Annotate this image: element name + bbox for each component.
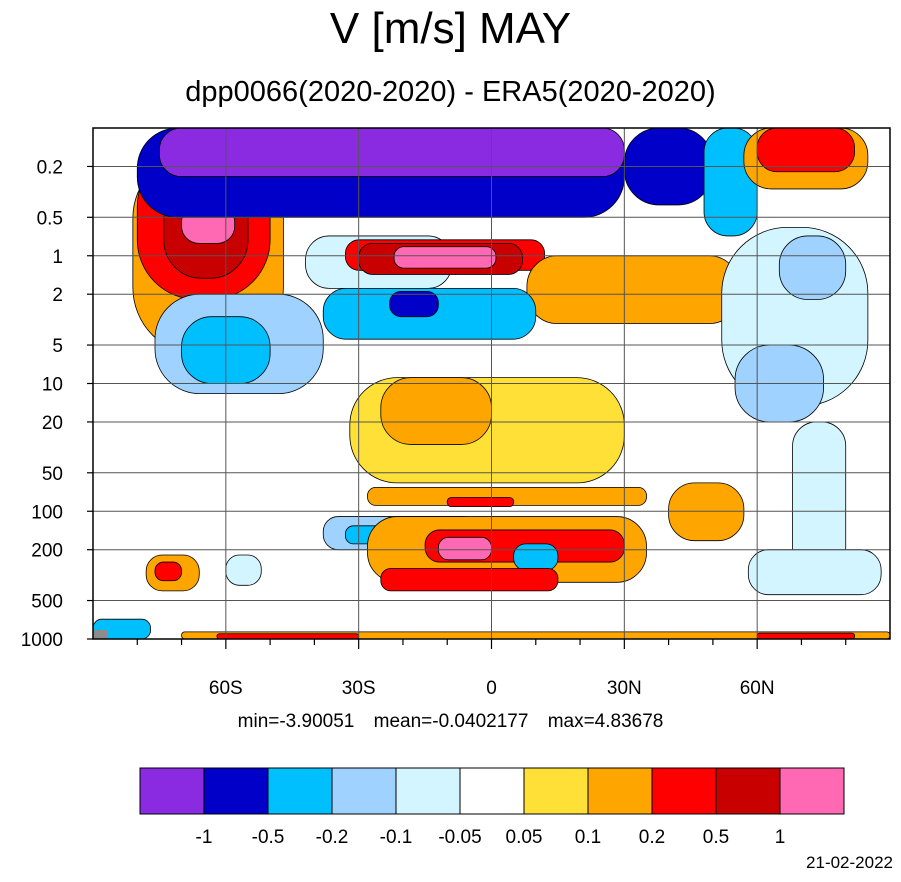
y-tick-label: 1000 bbox=[21, 630, 63, 651]
contour-region bbox=[393, 246, 497, 269]
color-legend: -1 -0.5 -0.2 -0.1 -0.05 0.05 0.1 0.2 0.5 1 bbox=[139, 767, 845, 848]
contour-region bbox=[159, 128, 625, 177]
contour-region bbox=[380, 567, 559, 592]
legend-tick-label: 1 bbox=[775, 827, 786, 848]
y-tick-label: 20 bbox=[42, 413, 63, 434]
legend-tick-label: 0.5 bbox=[703, 827, 729, 848]
legend-swatch bbox=[203, 767, 269, 815]
legend-swatch bbox=[331, 767, 397, 815]
legend-tick-label: 0.1 bbox=[575, 827, 601, 848]
legend-tick-label: -0.05 bbox=[438, 827, 481, 848]
legend-tick-label: -0.1 bbox=[380, 827, 413, 848]
grid-layer bbox=[93, 128, 890, 640]
legend-swatch bbox=[651, 767, 717, 815]
x-tick-label: 0 bbox=[486, 678, 497, 699]
y-tick-label: 1 bbox=[52, 247, 63, 268]
plot-date: 21-02-2022 bbox=[806, 853, 893, 872]
x-tick-label: 60N bbox=[740, 678, 775, 699]
contour-region bbox=[526, 255, 740, 325]
y-axis: 0.2 0.5 1 2 5 10 20 50 100 200 500 1000 bbox=[21, 157, 93, 651]
contour-region bbox=[513, 543, 559, 571]
contour-region bbox=[747, 549, 882, 596]
contour-region bbox=[216, 633, 360, 639]
x-tick-label: 30N bbox=[607, 678, 642, 699]
y-tick-label: 2 bbox=[52, 285, 63, 306]
contour-region bbox=[446, 497, 515, 508]
chart-title: V [m/s] MAY bbox=[329, 4, 572, 53]
topography-mask bbox=[93, 629, 107, 639]
contour-region bbox=[668, 482, 745, 542]
contour-region bbox=[93, 618, 151, 639]
stat-min: min=-3.90051 bbox=[237, 711, 355, 732]
legend-swatch bbox=[139, 767, 205, 815]
y-tick-label: 10 bbox=[42, 375, 63, 396]
contour-region bbox=[756, 128, 855, 173]
y-tick-label: 0.5 bbox=[37, 208, 63, 229]
stat-mean: mean=-0.0402177 bbox=[373, 711, 529, 732]
contour-region bbox=[389, 290, 439, 318]
y-tick-label: 200 bbox=[31, 541, 63, 562]
x-axis: 60S 30S 0 30N 60N bbox=[136, 639, 847, 699]
y-tick-label: 50 bbox=[42, 464, 63, 485]
y-tick-label: 500 bbox=[31, 592, 63, 613]
legend-tick-label: 0.05 bbox=[506, 827, 543, 848]
contour-region bbox=[778, 235, 847, 300]
chart-subtitle: dpp0066(2020-2020) - ERA5(2020-2020) bbox=[185, 76, 716, 108]
legend-swatch bbox=[779, 767, 845, 815]
legend-swatch bbox=[715, 767, 781, 815]
legend-swatch bbox=[395, 767, 461, 815]
y-tick-label: 0.2 bbox=[37, 157, 63, 178]
x-tick-label: 60S bbox=[209, 678, 243, 699]
x-tick-label: 30S bbox=[342, 678, 376, 699]
y-tick-label: 100 bbox=[31, 502, 63, 523]
legend-swatch bbox=[523, 767, 589, 815]
contour-region bbox=[756, 632, 855, 639]
legend-swatch bbox=[459, 767, 525, 815]
legend-tick-label: 0.2 bbox=[639, 827, 665, 848]
stat-max: max=4.83678 bbox=[547, 711, 664, 732]
contour-fill-layer bbox=[93, 128, 890, 639]
legend-swatch bbox=[267, 767, 333, 815]
contour-region bbox=[437, 536, 492, 561]
contour-region bbox=[225, 554, 262, 586]
y-tick-label: 5 bbox=[52, 336, 63, 357]
legend-swatch bbox=[587, 767, 653, 815]
contour-region bbox=[154, 561, 182, 582]
legend-tick-label: -0.5 bbox=[252, 827, 285, 848]
legend-tick-label: -1 bbox=[196, 827, 213, 848]
contour-region bbox=[380, 377, 492, 445]
stats-line: min=-3.90051 mean=-0.0402177 max=4.83678 bbox=[0, 711, 901, 733]
legend-tick-label: -0.2 bbox=[316, 827, 349, 848]
